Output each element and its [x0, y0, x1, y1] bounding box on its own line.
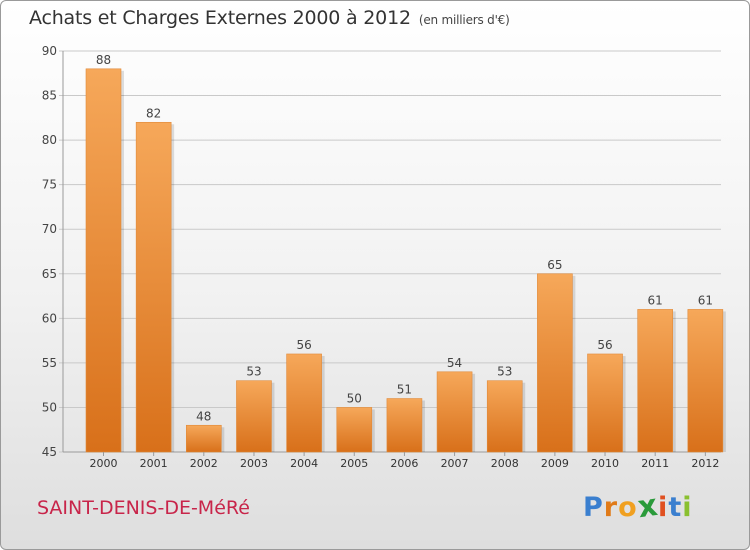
bar: [85, 68, 122, 453]
x-tick-label: 2001: [140, 457, 168, 470]
data-label: 48: [196, 409, 211, 423]
data-label: 53: [246, 365, 261, 379]
data-label: 82: [146, 106, 161, 120]
logo-letter: i: [682, 492, 693, 523]
logo-letter: x: [635, 487, 661, 526]
x-tick-label: 2000: [90, 457, 118, 470]
x-tick-label: 2009: [541, 457, 569, 470]
chart-title-text: Achats et Charges Externes 2000 à 2012: [29, 7, 411, 29]
bar: [486, 380, 523, 453]
y-tick-label: 65: [42, 267, 57, 281]
bar: [236, 380, 272, 453]
data-label: 61: [698, 293, 713, 307]
y-tick-label: 90: [42, 44, 57, 58]
y-tick-label: 70: [42, 222, 57, 236]
bar: [336, 407, 373, 453]
y-tick-label: 80: [42, 133, 57, 147]
y-tick-label: 75: [42, 178, 57, 192]
bar: [587, 353, 623, 453]
data-label: 88: [96, 53, 111, 67]
x-tick-label: 2003: [240, 457, 268, 470]
logo-letter: P: [583, 492, 604, 523]
bar: [186, 424, 222, 453]
y-tick-label: 50: [42, 400, 57, 414]
logo-letter: i: [658, 492, 669, 523]
proxiti-logo: Proxiti: [583, 487, 693, 526]
data-label: 53: [497, 365, 512, 379]
data-label: 56: [296, 338, 311, 352]
data-label: 65: [547, 258, 562, 272]
data-label: 61: [648, 293, 663, 307]
chart-subtitle: (en milliers d'€): [418, 13, 510, 27]
y-tick-label: 60: [42, 311, 57, 325]
y-tick-label: 45: [42, 445, 57, 459]
logo-letter: r: [603, 492, 619, 523]
x-tick-label: 2012: [691, 457, 719, 470]
bar: [637, 309, 673, 453]
bar: [687, 309, 724, 453]
data-label: 56: [597, 338, 612, 352]
x-tick-label: 2011: [641, 457, 669, 470]
x-tick-label: 2002: [190, 457, 218, 470]
bar: [436, 371, 473, 453]
data-label: 50: [347, 391, 362, 405]
x-tick-label: 2008: [491, 457, 519, 470]
x-tick-label: 2004: [290, 457, 318, 470]
x-tick-label: 2007: [441, 457, 469, 470]
bar: [537, 273, 573, 453]
bar: [135, 121, 172, 453]
chart-title: Achats et Charges Externes 2000 à 2012 (e…: [29, 7, 510, 29]
data-label: 54: [447, 356, 462, 370]
commune-name: SAINT-DENIS-DE-MéRé: [37, 497, 250, 519]
y-tick-label: 55: [42, 356, 57, 370]
x-tick-label: 2005: [340, 457, 368, 470]
logo-letter: t: [668, 492, 683, 523]
bar: [386, 398, 423, 453]
data-label: 51: [397, 383, 412, 397]
x-tick-label: 2006: [390, 457, 418, 470]
bar: [286, 353, 322, 453]
y-tick-label: 85: [42, 89, 57, 103]
x-tick-label: 2010: [591, 457, 619, 470]
logo-letter: o: [618, 492, 638, 523]
